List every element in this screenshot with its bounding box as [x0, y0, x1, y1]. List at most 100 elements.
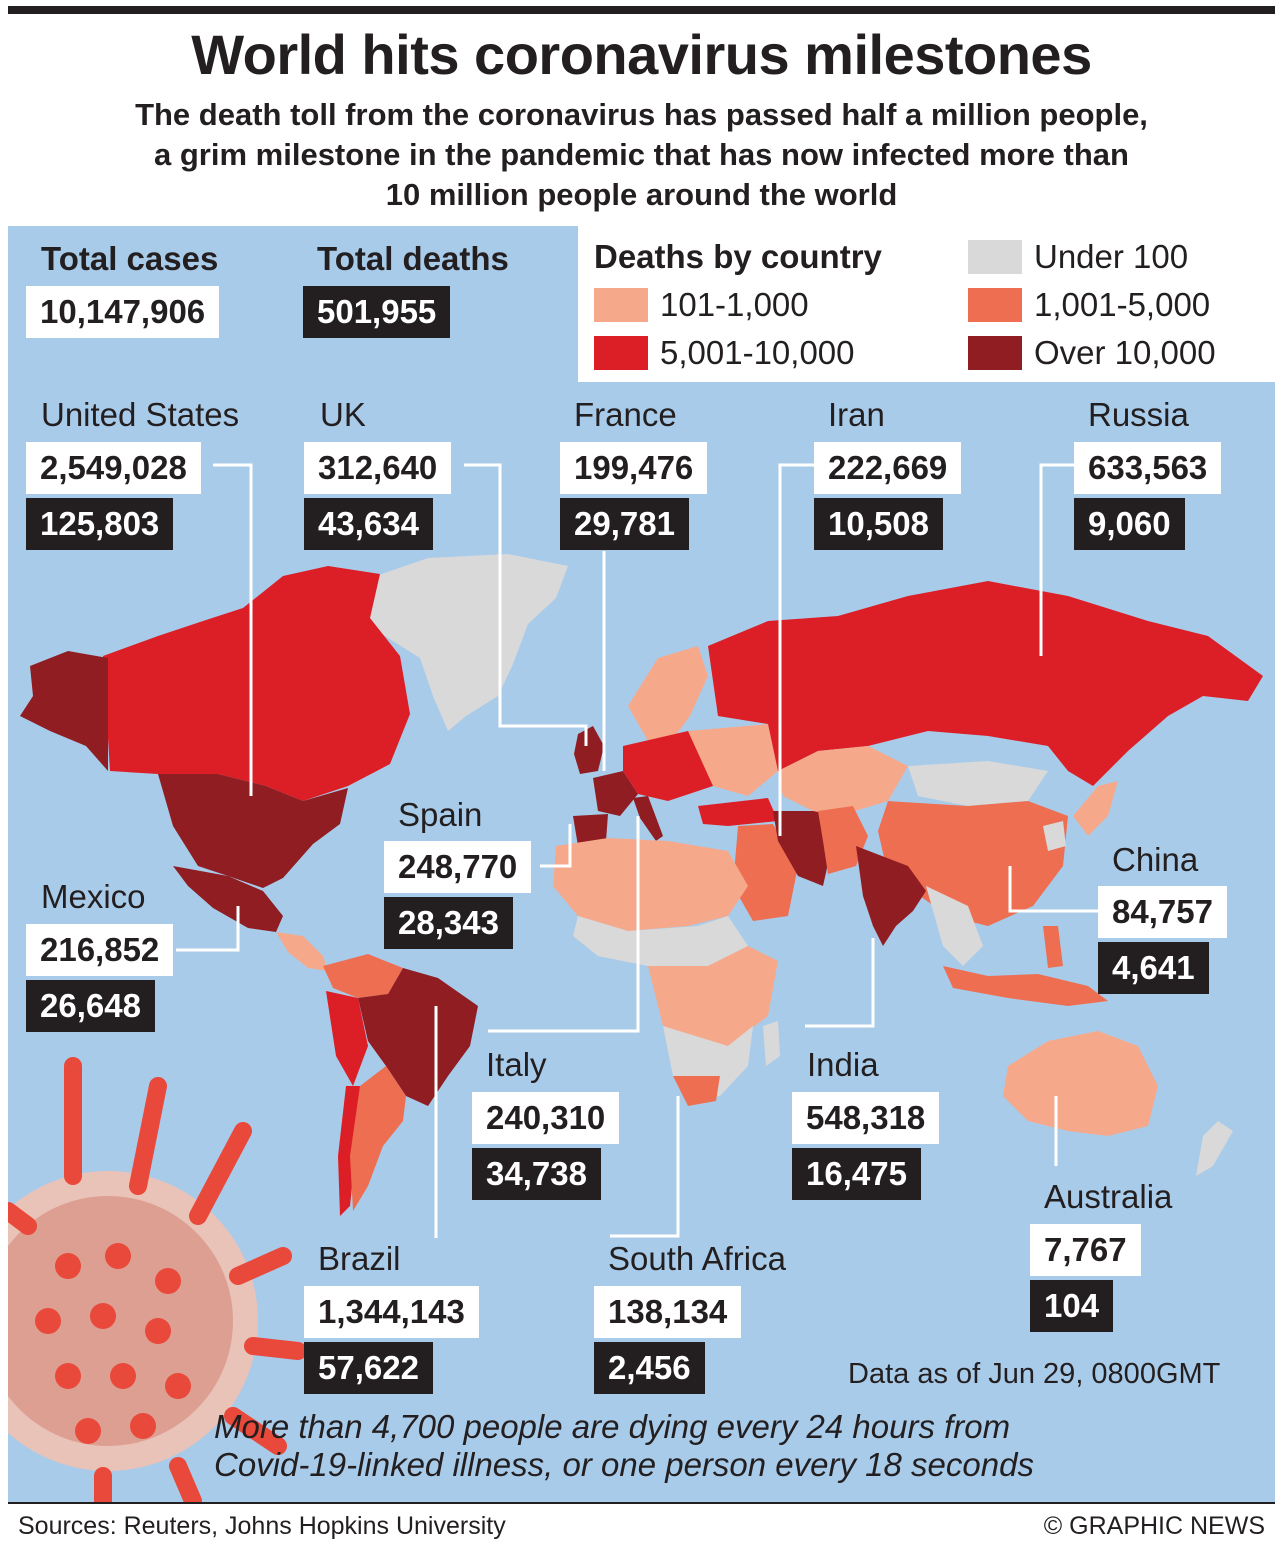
legend-swatch-101-1000 [594, 288, 648, 322]
korea-shape [1043, 821, 1066, 851]
scandinavia-shape [628, 646, 708, 746]
leader-line-italy [488, 816, 640, 1033]
deaths-india: 16,475 [792, 1148, 921, 1200]
indonesia-shape [943, 966, 1108, 1006]
deaths-russia: 9,060 [1074, 498, 1185, 550]
legend: Deaths by country Under 100 101-1,000 1,… [578, 226, 1275, 382]
legend-swatch-1001-5000 [968, 288, 1022, 322]
iran-shape [773, 811, 833, 886]
footnote-line-2: Covid-19-linked illness, or one person e… [214, 1446, 1034, 1483]
leader-line-spain [540, 824, 572, 868]
country-name-france: France [574, 396, 677, 433]
legend-title: Deaths by country [594, 238, 882, 275]
uk-shape [574, 726, 604, 774]
leader-line-russia [1039, 463, 1078, 656]
total-deaths-label: Total deaths [317, 240, 509, 277]
leader-line-mexico [176, 906, 240, 952]
cases-iran: 222,669 [814, 442, 962, 494]
central-europe-shape [623, 731, 718, 801]
greenland-shape [353, 554, 568, 731]
leader-line-south-africa [610, 1096, 680, 1238]
footer: Sources: Reuters, Johns Hopkins Universi… [8, 1502, 1275, 1544]
cases-south-africa: 138,134 [594, 1286, 742, 1338]
legend-label-under-100: Under 100 [1034, 238, 1189, 275]
north-south-america-shape [323, 954, 403, 998]
southeast-asia-shape [926, 886, 983, 966]
italy-shape [633, 796, 663, 841]
deaths-spain: 28,343 [384, 897, 513, 949]
top-rule [8, 6, 1275, 14]
cases-australia: 7,767 [1030, 1224, 1141, 1276]
central-america-shape [276, 932, 328, 971]
subtitle-line-1: The death toll from the coronavirus has … [135, 97, 1148, 132]
leader-lines [176, 463, 1110, 1238]
country-name-italy: Italy [486, 1046, 547, 1083]
footnote: More than 4,700 people are dying every 2… [214, 1408, 1034, 1484]
alaska-shape [20, 651, 108, 771]
country-name-iran: Iran [828, 396, 885, 433]
chile-shape [338, 1086, 360, 1216]
russia-shape [708, 581, 1263, 786]
legend-label-1001-5000: 1,001-5,000 [1034, 286, 1211, 323]
legend-swatch-under-100 [968, 240, 1022, 274]
total-cases-label: Total cases [41, 240, 219, 277]
legend-swatch-over-10000 [968, 336, 1022, 370]
country-name-uk: UK [320, 396, 366, 433]
cases-uk: 312,640 [304, 442, 452, 494]
legend-label-over-10000: Over 10,000 [1034, 334, 1216, 371]
leader-line-uk [464, 463, 588, 746]
country-name-china: China [1112, 841, 1199, 878]
deaths-uk: 43,634 [304, 498, 433, 550]
deaths-iran: 10,508 [814, 498, 943, 550]
france-shape [593, 771, 638, 816]
eastern-europe-shape [688, 724, 778, 796]
china-shape [878, 801, 1068, 926]
mongolia-shape [908, 761, 1048, 806]
country-name-spain: Spain [398, 796, 483, 833]
philippines-shape [1043, 926, 1063, 968]
deaths-mexico: 26,648 [26, 980, 155, 1032]
country-name-india: India [807, 1046, 879, 1083]
deaths-united-states: 125,803 [26, 498, 174, 550]
cases-france: 199,476 [560, 442, 708, 494]
pakistan-shape [818, 806, 868, 874]
turkey-shape [698, 798, 778, 826]
deaths-france: 29,781 [560, 498, 689, 550]
total-deaths-value: 501,955 [303, 286, 451, 338]
page-title: World hits coronavirus milestones [191, 23, 1092, 86]
central-asia-shape [778, 746, 908, 816]
subtitle-line-3: 10 million people around the world [385, 177, 898, 212]
brazil-shape [358, 968, 478, 1106]
usa-shape [158, 774, 348, 888]
cases-spain: 248,770 [384, 841, 532, 893]
cases-russia: 633,563 [1074, 442, 1222, 494]
cases-mexico: 216,852 [26, 924, 174, 976]
sources-text: Sources: Reuters, Johns Hopkins Universi… [18, 1512, 506, 1540]
cases-italy: 240,310 [472, 1092, 620, 1144]
virus-illustration [8, 1057, 307, 1502]
leader-line-china [1008, 866, 1110, 913]
credit-text: © GRAPHIC NEWS [1043, 1512, 1265, 1540]
south-africa-shape [673, 1076, 720, 1106]
country-name-mexico: Mexico [41, 878, 146, 915]
sahel-shape [573, 916, 748, 966]
cases-india: 548,318 [792, 1092, 940, 1144]
map-panel: Total cases 10,147,906 Total deaths 501,… [8, 226, 1275, 1502]
central-africa-shape [648, 946, 778, 1056]
deaths-australia: 104 [1030, 1280, 1114, 1332]
country-name-russia: Russia [1088, 396, 1189, 433]
legend-swatch-5001-10000 [594, 336, 648, 370]
leader-line-us [213, 463, 253, 796]
madagascar-shape [763, 1021, 780, 1066]
deaths-brazil: 57,622 [304, 1342, 433, 1394]
leader-line-india [805, 938, 875, 1028]
north-africa-shape [553, 838, 748, 931]
country-name-australia: Australia [1044, 1178, 1173, 1215]
india-shape [856, 846, 926, 946]
japan-shape [1073, 781, 1118, 836]
canada-shape [103, 566, 410, 801]
new-zealand-shape [1196, 1121, 1233, 1176]
deaths-china: 4,641 [1098, 942, 1209, 994]
country-name-south-africa: South Africa [608, 1240, 786, 1277]
cases-china: 84,757 [1098, 886, 1227, 938]
